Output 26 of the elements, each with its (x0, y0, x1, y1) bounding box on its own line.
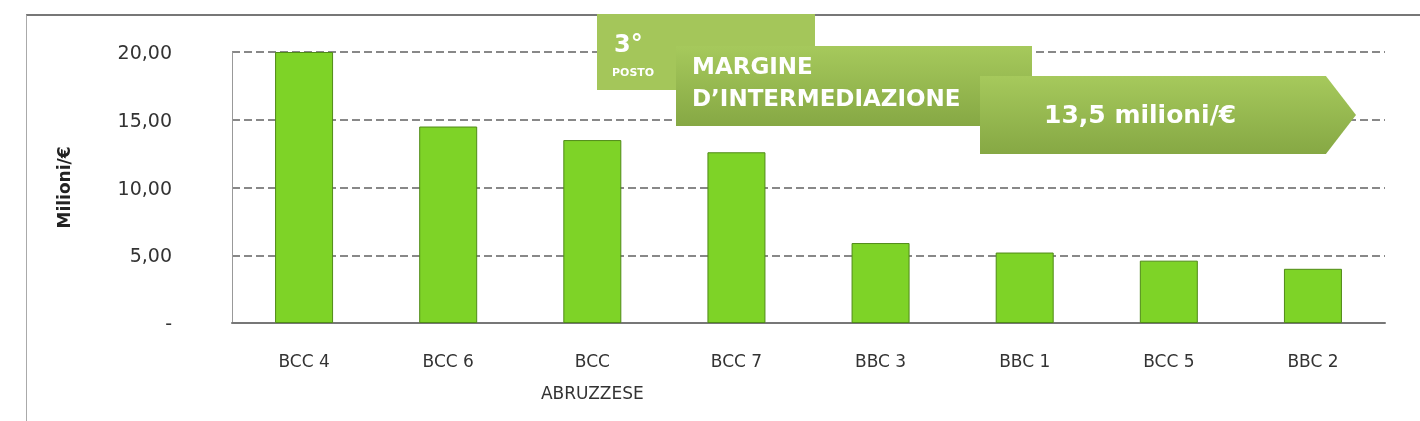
x-tick-label: BCC 7 (710, 351, 763, 371)
bar (563, 140, 622, 323)
x-tick-label: BCC ABRUZZESE (540, 351, 644, 403)
bar (995, 252, 1054, 323)
x-tick-label: BBC 2 (1287, 351, 1339, 371)
x-tick-label: BBC 3 (855, 351, 907, 371)
y-tick-label: 15,00 (117, 108, 172, 131)
annotation: MARGINE D’INTERMEDIAZIONE (692, 52, 962, 113)
x-tick-label: BBC 1 (999, 351, 1051, 371)
bar (1139, 260, 1198, 323)
bar (707, 152, 766, 323)
x-tick-label: BCC 5 (1143, 351, 1195, 371)
x-tick-label: BCC 4 (278, 351, 330, 371)
y-tick-label: 10,00 (117, 176, 172, 199)
annotation: 3° (614, 30, 643, 58)
y-axis-title: Milioni/€ (53, 146, 74, 229)
x-tick-label: BCC 6 (422, 351, 474, 371)
y-tick-label: 5,00 (129, 244, 172, 267)
bar (851, 243, 910, 323)
annotation: 13,5 milioni/€ (1044, 100, 1237, 130)
bar (1283, 268, 1342, 323)
y-tick-label: - (165, 312, 172, 334)
bar (419, 126, 478, 323)
y-tick-label: 20,00 (117, 41, 172, 63)
bar (275, 52, 334, 323)
annotation: POSTO (612, 66, 655, 79)
